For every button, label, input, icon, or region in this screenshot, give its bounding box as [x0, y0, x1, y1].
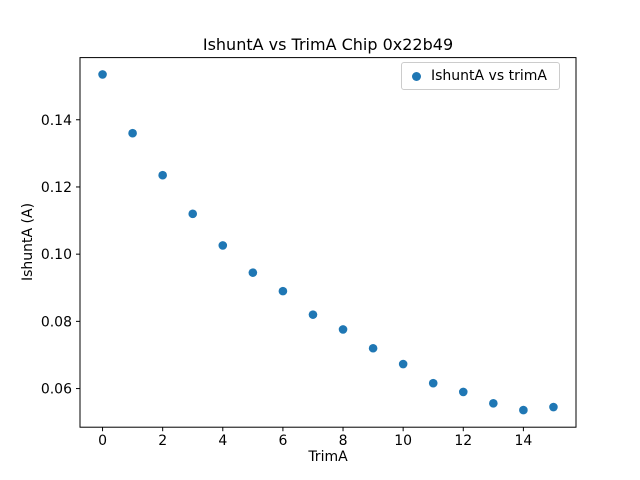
legend: IshuntA vs trimA	[401, 62, 560, 90]
x-tick-label: 12	[454, 433, 472, 449]
x-tick-label: 10	[394, 433, 412, 449]
x-axis-label: TrimA	[308, 449, 348, 465]
legend-marker-icon	[412, 71, 421, 81]
data-point	[519, 405, 528, 415]
x-tick-label: 2	[158, 433, 167, 449]
data-point	[338, 325, 348, 334]
data-point	[308, 310, 318, 319]
chart-title: IshuntA vs TrimA Chip 0x22b49	[202, 35, 454, 54]
x-tick-label: 6	[278, 433, 287, 449]
x-tick-label: 4	[218, 433, 227, 449]
y-tick-label: 0.10	[41, 247, 72, 263]
axes-frame	[79, 57, 577, 428]
data-point	[428, 378, 438, 388]
data-point	[128, 128, 137, 138]
y-tick-label: 0.12	[41, 180, 72, 196]
data-point	[549, 402, 558, 412]
data-point	[158, 170, 167, 180]
data-point	[188, 209, 198, 219]
data-point	[458, 387, 468, 397]
x-tick-label: 0	[98, 433, 107, 449]
y-tick-label: 0.06	[41, 382, 72, 398]
y-tick-label: 0.08	[41, 314, 72, 330]
y-tick-label: 0.14	[41, 113, 72, 129]
data-point	[98, 70, 107, 79]
data-point	[248, 268, 258, 277]
data-point	[278, 286, 288, 296]
data-point	[489, 399, 498, 408]
legend-label: IshuntA vs trimA	[431, 68, 547, 84]
data-point	[218, 241, 228, 250]
x-tick-label: 8	[339, 433, 348, 449]
data-point	[368, 343, 378, 353]
data-point	[398, 359, 408, 369]
y-axis-label: IshuntA (A)	[20, 202, 36, 282]
x-tick-label: 14	[514, 433, 532, 449]
